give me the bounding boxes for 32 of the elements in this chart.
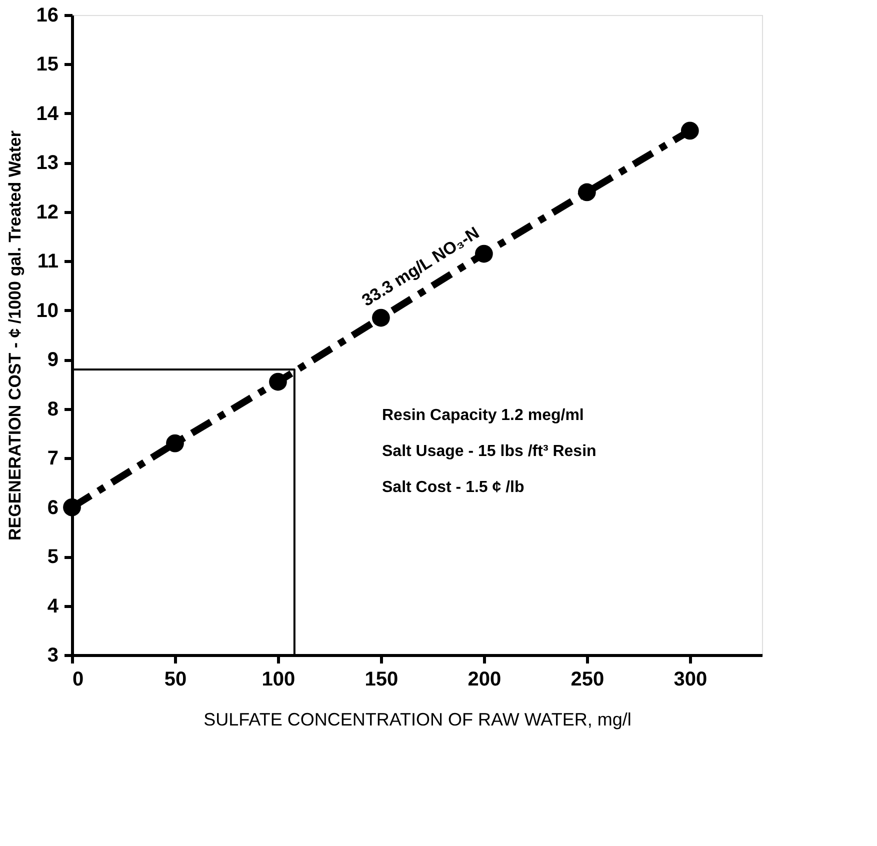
- y-tick-label: 6: [47, 496, 58, 519]
- point: [372, 308, 390, 327]
- x-tick-label: 50: [164, 668, 187, 690]
- y-tick-label: 3: [47, 644, 58, 666]
- y-tick-label: 5: [47, 546, 58, 568]
- point: [578, 183, 596, 202]
- y-tick-label: 16: [36, 4, 58, 26]
- point: [63, 498, 81, 516]
- x-tick-label: 200: [468, 668, 502, 690]
- y-axis-title: REGENERATION COST - ¢ /1000 gal. Treated Water: [5, 130, 24, 540]
- annotation: Salt Usage - 15 lbs /ft³ Resin: [382, 443, 596, 460]
- x-tick-label: 250: [570, 668, 604, 690]
- y-tick-label: 10: [36, 300, 58, 322]
- x-axis-title: SULFATE CONCENTRATION OF RAW WATER, mg/l: [204, 710, 632, 730]
- x-tick-label: 0: [72, 668, 84, 690]
- y-tick-label: 4: [47, 595, 60, 618]
- x-tick-label: 300: [674, 668, 708, 690]
- y-tick-label: 7: [47, 448, 58, 470]
- point: [166, 434, 184, 452]
- y-tick-label: 15: [36, 54, 58, 76]
- y-tick-label: 11: [37, 250, 58, 273]
- y-tick-label: 9: [47, 349, 58, 372]
- y-tick-label: 13: [36, 152, 58, 174]
- y-tick-label: 8: [47, 398, 58, 420]
- point: [680, 122, 699, 140]
- annotation: Resin Capacity 1.2 meg/ml: [382, 407, 584, 424]
- y-tick-label: 14: [36, 102, 60, 125]
- annotation: Salt Cost - 1.5 ¢ /lb: [382, 479, 524, 496]
- x-tick-label: 150: [364, 668, 398, 690]
- y-tick-label: 12: [36, 201, 58, 224]
- x-tick-label: 100: [262, 668, 296, 690]
- point: [269, 372, 287, 391]
